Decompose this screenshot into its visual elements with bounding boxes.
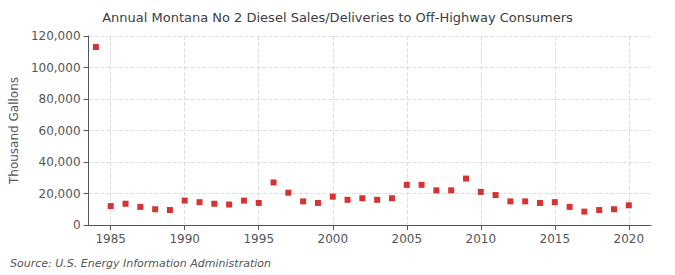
svg-text:20,000: 20,000 bbox=[39, 187, 81, 201]
svg-text:2000: 2000 bbox=[317, 232, 348, 246]
svg-text:2005: 2005 bbox=[391, 232, 422, 246]
svg-text:60,000: 60,000 bbox=[39, 124, 81, 138]
svg-text:2020: 2020 bbox=[614, 232, 645, 246]
svg-text:1990: 1990 bbox=[169, 232, 200, 246]
svg-text:2010: 2010 bbox=[466, 232, 497, 246]
svg-text:1995: 1995 bbox=[243, 232, 274, 246]
svg-text:2015: 2015 bbox=[540, 232, 571, 246]
svg-text:Source: U.S. Energy Informatio: Source: U.S. Energy Information Administ… bbox=[10, 257, 271, 270]
svg-text:0: 0 bbox=[73, 218, 81, 232]
svg-text:100,000: 100,000 bbox=[31, 61, 81, 75]
svg-text:40,000: 40,000 bbox=[39, 155, 81, 169]
svg-text:80,000: 80,000 bbox=[39, 92, 81, 106]
svg-text:120,000: 120,000 bbox=[31, 29, 81, 43]
svg-text:1985: 1985 bbox=[95, 232, 126, 246]
svg-text:Annual Montana No 2 Diesel Sal: Annual Montana No 2 Diesel Sales/Deliver… bbox=[102, 10, 573, 25]
svg-text:Thousand Gallons: Thousand Gallons bbox=[7, 77, 21, 185]
